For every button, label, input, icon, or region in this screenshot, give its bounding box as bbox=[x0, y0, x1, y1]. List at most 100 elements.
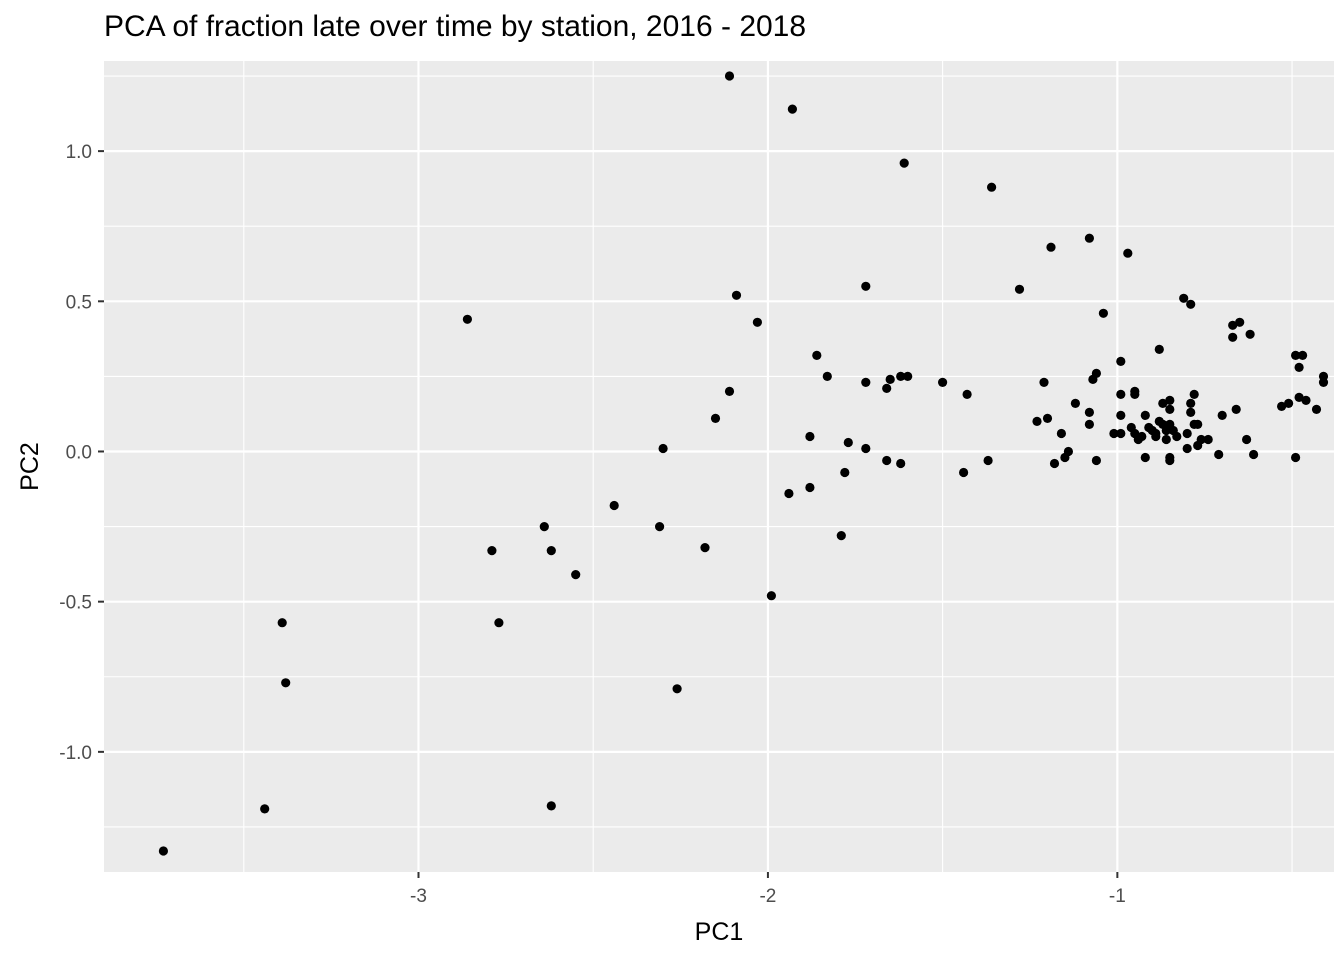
data-point bbox=[1186, 407, 1196, 417]
data-point bbox=[1284, 398, 1294, 408]
data-point bbox=[1231, 404, 1241, 414]
data-point bbox=[1116, 356, 1126, 366]
data-point bbox=[1154, 344, 1164, 354]
data-point bbox=[840, 467, 850, 478]
data-point bbox=[861, 281, 871, 291]
data-point bbox=[1172, 431, 1182, 442]
data-point bbox=[1116, 410, 1126, 420]
y-axis: -1.0 -0.5 0.0 0.5 1.0 bbox=[59, 142, 104, 764]
data-point bbox=[1245, 329, 1255, 339]
data-point bbox=[1182, 428, 1192, 439]
data-point bbox=[1311, 404, 1322, 414]
x-tick-label: -1 bbox=[1109, 886, 1126, 907]
data-point bbox=[281, 678, 291, 688]
data-point bbox=[938, 377, 948, 387]
data-point bbox=[1084, 419, 1094, 429]
data-point bbox=[1109, 428, 1119, 439]
data-point bbox=[1165, 452, 1175, 463]
x-tick-label: -3 bbox=[410, 886, 427, 907]
data-point bbox=[1214, 449, 1224, 460]
data-point bbox=[672, 684, 682, 694]
data-point bbox=[861, 377, 871, 387]
data-point bbox=[1203, 434, 1213, 445]
data-point bbox=[571, 570, 581, 580]
data-point bbox=[1070, 398, 1080, 408]
data-point bbox=[896, 458, 906, 469]
data-point bbox=[959, 467, 969, 478]
x-axis: -3 -2 -1 bbox=[410, 872, 1126, 907]
data-point bbox=[1130, 386, 1140, 396]
data-point bbox=[987, 182, 997, 192]
data-point bbox=[700, 543, 710, 553]
data-point bbox=[983, 455, 993, 466]
data-point bbox=[1014, 284, 1025, 294]
data-point bbox=[1032, 416, 1042, 426]
data-point bbox=[158, 846, 168, 856]
data-point bbox=[1186, 299, 1196, 309]
major-gridlines bbox=[104, 61, 1334, 872]
data-point bbox=[805, 482, 815, 493]
data-point bbox=[882, 383, 892, 393]
data-point bbox=[1140, 452, 1150, 463]
data-point bbox=[1049, 458, 1060, 469]
data-point bbox=[1091, 455, 1101, 466]
data-point bbox=[885, 374, 895, 384]
data-point bbox=[1116, 389, 1126, 399]
data-point bbox=[609, 500, 619, 511]
data-point bbox=[1091, 368, 1101, 378]
data-point bbox=[546, 801, 556, 811]
data-point bbox=[836, 531, 846, 541]
data-point bbox=[277, 618, 287, 628]
data-point bbox=[962, 389, 972, 399]
data-point bbox=[1228, 320, 1238, 330]
y-tick-label: 0.0 bbox=[66, 442, 92, 463]
data-point bbox=[752, 317, 763, 327]
chart-title: PCA of fraction late over time by statio… bbox=[104, 10, 807, 43]
data-point bbox=[1042, 413, 1053, 423]
minor-gridlines bbox=[104, 61, 1334, 872]
data-point bbox=[1193, 419, 1203, 429]
data-point bbox=[1228, 332, 1238, 342]
y-tick-label: 1.0 bbox=[66, 142, 92, 163]
data-point bbox=[260, 804, 270, 814]
data-point bbox=[1151, 428, 1161, 439]
data-point bbox=[1098, 308, 1108, 318]
data-point bbox=[546, 546, 556, 556]
data-point bbox=[1165, 404, 1175, 414]
data-point bbox=[1291, 452, 1301, 463]
data-point bbox=[1196, 434, 1206, 445]
data-point bbox=[812, 350, 822, 360]
data-points bbox=[158, 71, 1329, 856]
x-tick-label: -2 bbox=[759, 886, 776, 907]
data-point bbox=[1158, 398, 1168, 408]
data-point bbox=[861, 443, 871, 454]
data-point bbox=[1046, 242, 1056, 252]
data-point bbox=[494, 618, 504, 628]
data-point bbox=[1039, 377, 1049, 387]
y-tick-label: -1.0 bbox=[59, 743, 92, 764]
data-point bbox=[1186, 398, 1196, 408]
data-point bbox=[1318, 377, 1329, 387]
data-point bbox=[896, 371, 906, 381]
data-point bbox=[655, 522, 665, 532]
data-point bbox=[1137, 431, 1147, 442]
data-point bbox=[1165, 395, 1175, 405]
data-point bbox=[1189, 389, 1199, 399]
data-point bbox=[1294, 362, 1304, 372]
data-point bbox=[1140, 410, 1150, 420]
data-point bbox=[766, 591, 777, 601]
y-tick-label: -0.5 bbox=[59, 593, 92, 614]
data-point bbox=[1291, 350, 1301, 360]
data-point bbox=[462, 314, 472, 324]
data-point bbox=[1182, 443, 1192, 454]
data-point bbox=[899, 158, 909, 168]
data-point bbox=[1277, 401, 1287, 411]
data-point bbox=[724, 71, 735, 81]
data-point bbox=[1063, 446, 1073, 457]
data-point bbox=[1056, 428, 1066, 439]
data-point bbox=[843, 437, 853, 448]
data-point bbox=[731, 290, 742, 300]
data-point bbox=[1179, 293, 1189, 303]
data-point bbox=[539, 522, 549, 532]
